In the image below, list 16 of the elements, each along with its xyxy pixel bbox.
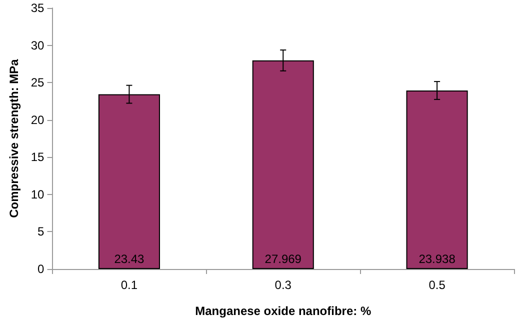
y-tick-label: 0 — [38, 262, 45, 276]
data-label: 27.969 — [264, 252, 302, 266]
x-tick-label: 0.5 — [428, 278, 446, 292]
y-tick-label: 30 — [30, 38, 45, 52]
y-tick-label: 15 — [30, 150, 45, 164]
data-label: 23.43 — [114, 252, 145, 266]
data-label: 23.938 — [418, 252, 456, 266]
y-tick-label: 25 — [30, 76, 45, 90]
x-axis-title: Manganese oxide nanofibre: % — [195, 304, 372, 318]
x-tick-label: 0.3 — [274, 278, 292, 292]
x-tick-label: 0.1 — [120, 278, 138, 292]
y-tick-label: 10 — [30, 187, 45, 202]
y-tick-label: 35 — [30, 1, 45, 15]
y-axis-title: Compressive strength: MPa — [7, 58, 21, 218]
y-tick-label: 5 — [38, 224, 45, 239]
y-tick-label: 20 — [30, 112, 45, 127]
